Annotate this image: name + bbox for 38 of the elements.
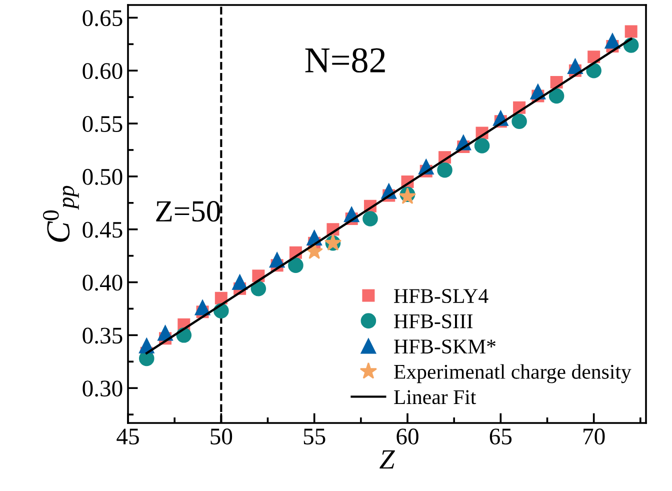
legend-label: HFB-SIII xyxy=(394,314,473,328)
x-tick-label: 50 xyxy=(210,428,232,444)
x-tick-label: 55 xyxy=(304,428,326,444)
y-tick-label: 0.45 xyxy=(82,222,122,238)
y-tick-label: 0.30 xyxy=(82,380,122,397)
point xyxy=(624,25,638,38)
x-axis-title: Z xyxy=(380,450,395,469)
point xyxy=(437,162,452,178)
point xyxy=(548,88,564,104)
annotation: N=82 xyxy=(305,48,385,73)
legend-label: Experimenatl charge density xyxy=(394,364,632,384)
point xyxy=(474,138,490,154)
ref-line-label: Z=50 xyxy=(156,201,220,222)
y-tick-label: 0.55 xyxy=(82,116,122,132)
x-tick-label: 70 xyxy=(584,428,605,444)
x-tick-label: 65 xyxy=(490,428,512,444)
point xyxy=(269,252,285,268)
point xyxy=(232,274,248,290)
point xyxy=(288,258,304,273)
point xyxy=(250,280,266,296)
y-tick-label: 0.35 xyxy=(82,328,122,344)
legend-label: HFB-SLY4 xyxy=(394,289,488,304)
legend-label: HFB-SKM* xyxy=(394,340,496,354)
point xyxy=(588,50,600,64)
y-tick-label: 0.60 xyxy=(82,63,122,80)
point xyxy=(512,114,527,130)
y-tick-label: 0.50 xyxy=(82,168,122,185)
point xyxy=(362,211,378,226)
x-tick-label: 45 xyxy=(116,428,139,444)
point xyxy=(586,62,602,78)
legend-label: Linear Fit xyxy=(394,390,476,404)
point xyxy=(568,58,583,74)
point xyxy=(194,300,210,316)
y-tick-label: 0.65 xyxy=(82,10,122,26)
y-axis-title: C$^{0}$$_{pp}$ xyxy=(43,186,79,242)
x-tick-label: 60 xyxy=(396,428,418,444)
y-tick-label: 0.40 xyxy=(82,274,122,291)
point xyxy=(604,33,620,49)
